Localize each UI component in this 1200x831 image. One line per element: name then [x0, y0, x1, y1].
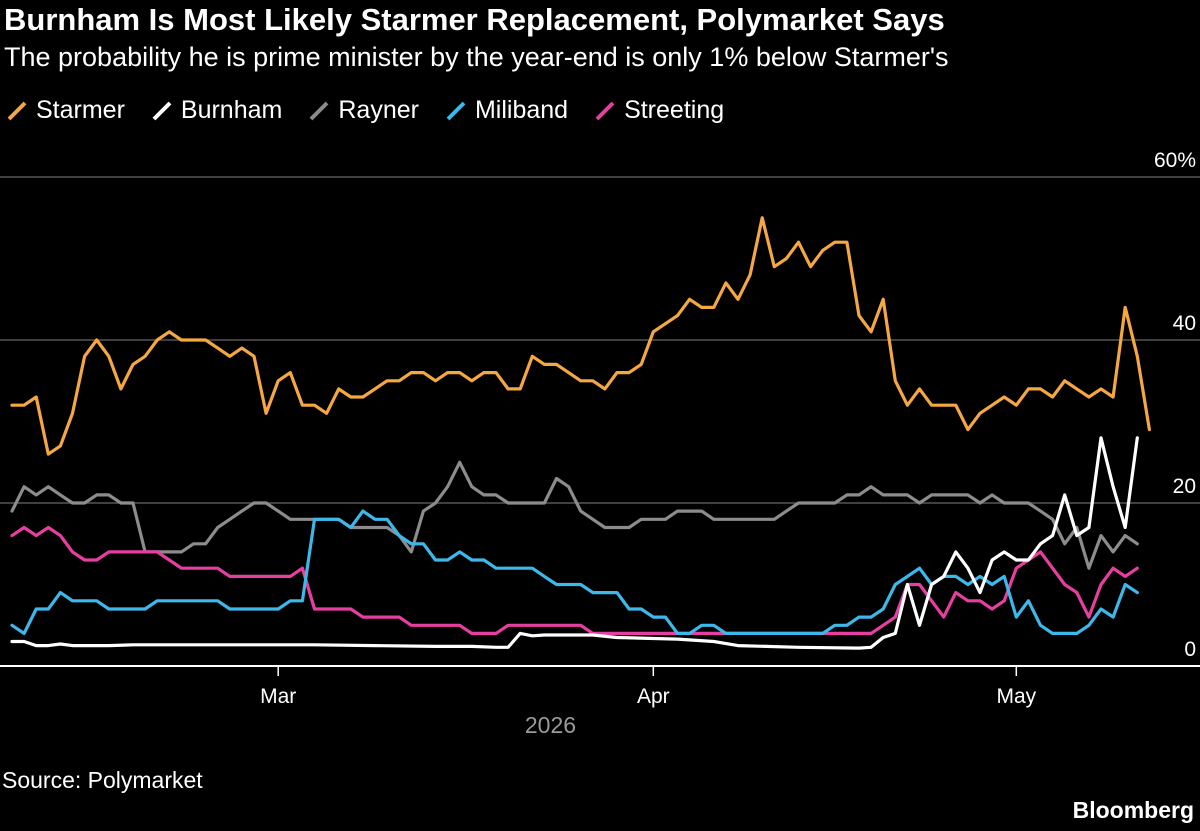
y-tick-label-40: 40: [1173, 312, 1196, 335]
chart-title: Burnham Is Most Likely Starmer Replaceme…: [4, 2, 945, 37]
line-chart: 0 20 40 60% Mar Apr May 2026: [0, 149, 1200, 738]
legend-label-miliband: Miliband: [474, 96, 569, 124]
y-tick-label-20: 20: [1173, 475, 1196, 498]
series-line-rayner: [10, 460, 1139, 570]
legend-swatch-burnham: [152, 101, 172, 120]
legend-label-rayner: Rayner: [338, 96, 419, 124]
legend-item-rayner: Rayner: [308, 96, 419, 125]
x-tick-label-apr: Apr: [637, 685, 670, 708]
legend-item-miliband: Miliband: [445, 96, 568, 125]
legend-item-burnham: Burnham: [151, 96, 282, 125]
legend-label-streeting: Streeting: [624, 96, 725, 124]
x-tick-label-mar: Mar: [260, 685, 296, 708]
legend-label-burnham: Burnham: [180, 96, 283, 124]
series-line-streeting: [10, 525, 1139, 635]
legend-swatch-miliband: [446, 101, 466, 120]
legend-label-starmer: Starmer: [36, 96, 125, 124]
x-axis-year-label: 2026: [525, 712, 576, 738]
y-tick-label-0: 0: [1184, 638, 1196, 661]
x-tick-label-may: May: [996, 685, 1036, 708]
legend-swatch-streeting: [595, 101, 615, 120]
series-line-starmer: [10, 216, 1151, 456]
legend-item-starmer: Starmer: [6, 96, 125, 125]
series-line-burnham: [10, 436, 1139, 650]
y-tick-label-60: 60%: [1154, 149, 1196, 172]
chart-legend: Starmer Burnham Rayner Miliband Streetin…: [6, 96, 750, 125]
source-note: Source: Polymarket: [2, 767, 203, 793]
legend-swatch-starmer: [7, 101, 27, 120]
legend-swatch-rayner: [309, 101, 329, 120]
series-line-miliband: [10, 509, 1139, 635]
chart-subtitle: The probability he is prime minister by …: [4, 42, 949, 72]
bloomberg-logo: Bloomberg: [1072, 797, 1194, 823]
legend-item-streeting: Streeting: [594, 96, 724, 125]
